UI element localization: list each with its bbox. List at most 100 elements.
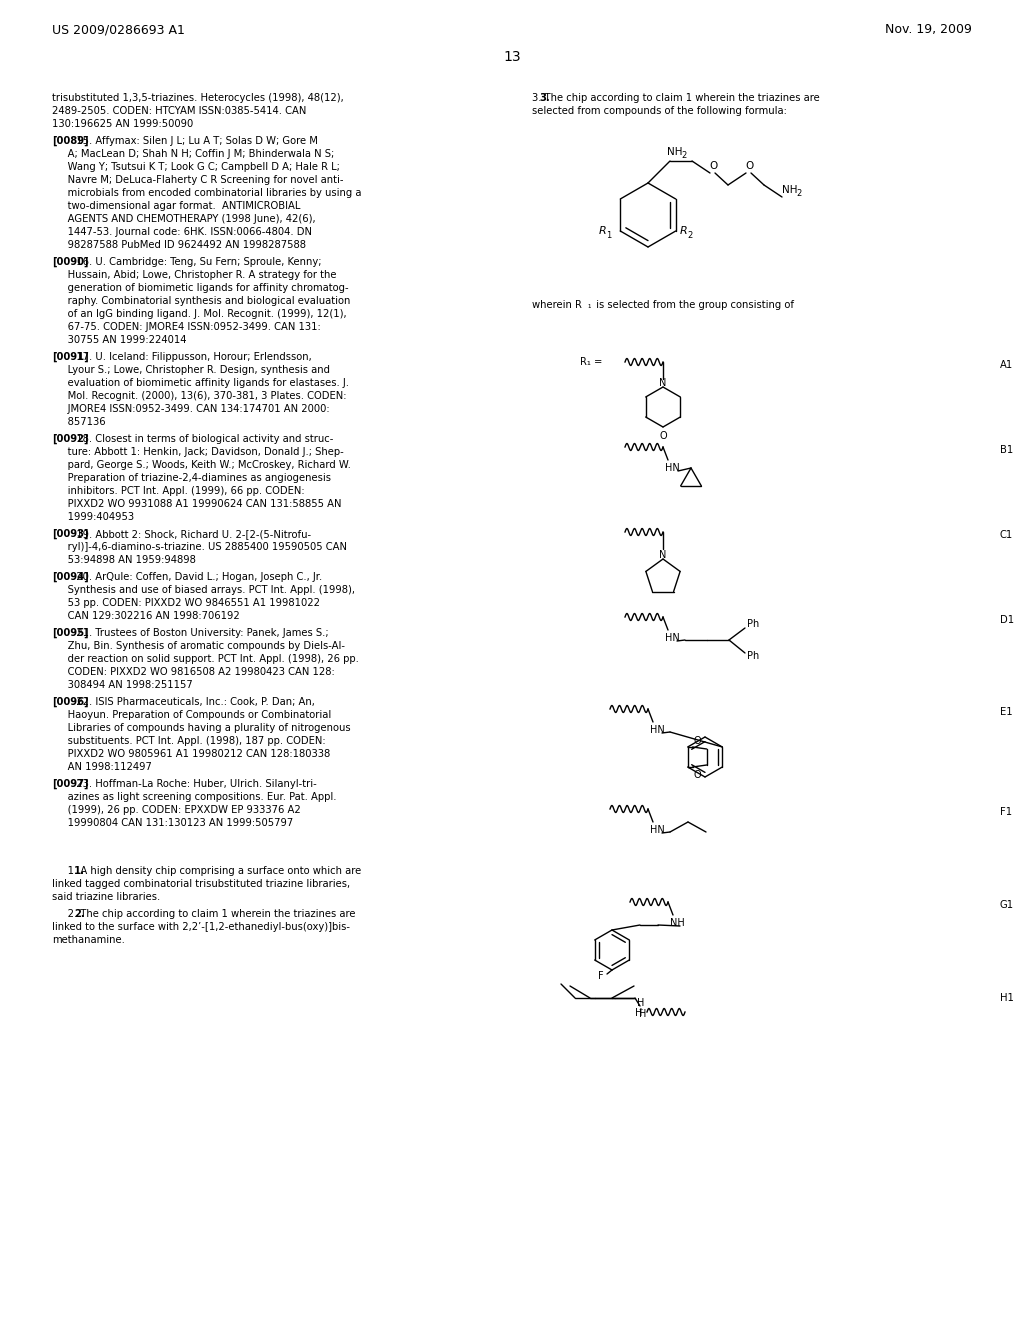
Text: O: O: [709, 161, 717, 172]
Text: linked to the surface with 2,2’-[1,2-ethanediyl-bus(oxy)]bis-: linked to the surface with 2,2’-[1,2-eth…: [52, 921, 350, 932]
Text: 16. U. Cambridge: Teng, Su Fern; Sproule, Kenny;: 16. U. Cambridge: Teng, Su Fern; Sproule…: [70, 257, 321, 267]
Text: [0089]: [0089]: [52, 136, 89, 147]
Text: is selected from the group consisting of: is selected from the group consisting of: [593, 300, 794, 310]
Text: Navre M; DeLuca-Flaherty C R Screening for novel anti-: Navre M; DeLuca-Flaherty C R Screening f…: [52, 176, 343, 185]
Text: R: R: [598, 226, 606, 236]
Text: JMORE4 ISSN:0952-3499. CAN 134:174701 AN 2000:: JMORE4 ISSN:0952-3499. CAN 134:174701 AN…: [52, 404, 330, 414]
Text: microbials from encoded combinatorial libraries by using a: microbials from encoded combinatorial li…: [52, 187, 361, 198]
Text: ₁: ₁: [587, 301, 591, 309]
Text: 2: 2: [688, 231, 693, 240]
Text: US 2009/0286693 A1: US 2009/0286693 A1: [52, 24, 185, 37]
Text: der reaction on solid support. PCT Int. Appl. (1998), 26 pp.: der reaction on solid support. PCT Int. …: [52, 653, 358, 664]
Text: 21. Trustees of Boston University: Panek, James S.;: 21. Trustees of Boston University: Panek…: [70, 628, 328, 638]
Text: 22. ISIS Pharmaceuticals, Inc.: Cook, P. Dan; An,: 22. ISIS Pharmaceuticals, Inc.: Cook, P.…: [70, 697, 314, 708]
Text: 13: 13: [503, 50, 521, 63]
Text: HN: HN: [665, 634, 680, 643]
Text: NH: NH: [782, 185, 798, 195]
Text: 15. Affymax: Silen J L; Lu A T; Solas D W; Gore M: 15. Affymax: Silen J L; Lu A T; Solas D …: [70, 136, 317, 147]
Text: 19990804 CAN 131:130123 AN 1999:505797: 19990804 CAN 131:130123 AN 1999:505797: [52, 818, 293, 828]
Text: methanamine.: methanamine.: [52, 935, 125, 945]
Text: E1: E1: [1000, 708, 1013, 717]
Text: 1: 1: [606, 231, 611, 240]
Text: CAN 129:302216 AN 1998:706192: CAN 129:302216 AN 1998:706192: [52, 611, 240, 620]
Text: Haoyun. Preparation of Compounds or Combinatorial: Haoyun. Preparation of Compounds or Comb…: [52, 710, 331, 719]
Text: Libraries of compounds having a plurality of nitrogenous: Libraries of compounds having a pluralit…: [52, 723, 350, 733]
Text: PIXXD2 WO 9805961 A1 19980212 CAN 128:180338: PIXXD2 WO 9805961 A1 19980212 CAN 128:18…: [52, 748, 331, 759]
Text: CODEN: PIXXD2 WO 9816508 A2 19980423 CAN 128:: CODEN: PIXXD2 WO 9816508 A2 19980423 CAN…: [52, 667, 335, 677]
Text: [0093]: [0093]: [52, 529, 88, 539]
Text: O: O: [660, 432, 668, 441]
Text: [0094]: [0094]: [52, 572, 89, 582]
Text: H: H: [639, 1008, 646, 1019]
Text: 3.: 3.: [539, 92, 550, 103]
Text: A1: A1: [1000, 360, 1014, 370]
Text: said triazine libraries.: said triazine libraries.: [52, 892, 160, 902]
Text: [0090]: [0090]: [52, 257, 88, 267]
Text: 1. A high density chip comprising a surface onto which are: 1. A high density chip comprising a surf…: [52, 866, 361, 876]
Text: [0092]: [0092]: [52, 434, 88, 444]
Text: F: F: [598, 972, 603, 981]
Text: Mol. Recognit. (2000), 13(6), 370-381, 3 Plates. CODEN:: Mol. Recognit. (2000), 13(6), 370-381, 3…: [52, 391, 346, 401]
Text: G1: G1: [1000, 900, 1014, 909]
Text: 17. U. Iceland: Filippusson, Horour; Erlendsson,: 17. U. Iceland: Filippusson, Horour; Erl…: [70, 352, 311, 362]
Text: evaluation of biomimetic affinity ligands for elastases. J.: evaluation of biomimetic affinity ligand…: [52, 378, 349, 388]
Text: N: N: [659, 550, 667, 560]
Text: 130:196625 AN 1999:50090: 130:196625 AN 1999:50090: [52, 119, 194, 129]
Text: D1: D1: [1000, 615, 1014, 624]
Text: selected from compounds of the following formula:: selected from compounds of the following…: [532, 106, 786, 116]
Text: ryl)]-4,6-diamino-s-triazine. US 2885400 19590505 CAN: ryl)]-4,6-diamino-s-triazine. US 2885400…: [52, 543, 347, 552]
Text: F1: F1: [1000, 807, 1012, 817]
Text: 308494 AN 1998:251157: 308494 AN 1998:251157: [52, 680, 193, 690]
Text: trisubstituted 1,3,5-triazines. Heterocycles (1998), 48(12),: trisubstituted 1,3,5-triazines. Heterocy…: [52, 92, 344, 103]
Text: [0091]: [0091]: [52, 352, 89, 362]
Text: O: O: [693, 770, 701, 780]
Text: 2. The chip according to claim 1 wherein the triazines are: 2. The chip according to claim 1 wherein…: [52, 909, 355, 919]
Text: 1447-53. Journal code: 6HK. ISSN:0066-4804. DN: 1447-53. Journal code: 6HK. ISSN:0066-48…: [52, 227, 312, 238]
Text: Zhu, Bin. Synthesis of aromatic compounds by Diels-Al-: Zhu, Bin. Synthesis of aromatic compound…: [52, 642, 345, 651]
Text: two-dimensional agar format.  ANTIMICROBIAL: two-dimensional agar format. ANTIMICROBI…: [52, 201, 300, 211]
Text: B1: B1: [1000, 445, 1014, 455]
Text: Preparation of triazine-2,4-diamines as angiogenesis: Preparation of triazine-2,4-diamines as …: [52, 473, 331, 483]
Text: 1.: 1.: [74, 866, 85, 876]
Text: wherein R: wherein R: [532, 300, 582, 310]
Text: O: O: [693, 737, 701, 746]
Text: 20. ArQule: Coffen, David L.; Hogan, Joseph C., Jr.: 20. ArQule: Coffen, David L.; Hogan, Jos…: [70, 572, 322, 582]
Text: substituents. PCT Int. Appl. (1998), 187 pp. CODEN:: substituents. PCT Int. Appl. (1998), 187…: [52, 737, 326, 746]
Text: N: N: [659, 378, 667, 388]
Text: 67-75. CODEN: JMORE4 ISSN:0952-3499. CAN 131:: 67-75. CODEN: JMORE4 ISSN:0952-3499. CAN…: [52, 322, 321, 333]
Text: HN: HN: [650, 825, 665, 836]
Text: NH: NH: [667, 147, 683, 157]
Text: Ph: Ph: [746, 619, 759, 630]
Text: Nov. 19, 2009: Nov. 19, 2009: [885, 24, 972, 37]
Text: 3. The chip according to claim 1 wherein the triazines are: 3. The chip according to claim 1 wherein…: [532, 92, 820, 103]
Text: Ph: Ph: [746, 651, 759, 661]
Text: 30755 AN 1999:224014: 30755 AN 1999:224014: [52, 335, 186, 345]
Text: 98287588 PubMed ID 9624492 AN 1998287588: 98287588 PubMed ID 9624492 AN 1998287588: [52, 240, 306, 249]
Text: Lyour S.; Lowe, Christopher R. Design, synthesis and: Lyour S.; Lowe, Christopher R. Design, s…: [52, 366, 330, 375]
Text: AGENTS AND CHEMOTHERAPY (1998 June), 42(6),: AGENTS AND CHEMOTHERAPY (1998 June), 42(…: [52, 214, 315, 224]
Text: H1: H1: [1000, 993, 1014, 1003]
Text: 18. Closest in terms of biological activity and struc-: 18. Closest in terms of biological activ…: [70, 434, 333, 444]
Text: NH: NH: [670, 917, 685, 928]
Text: 53:94898 AN 1959:94898: 53:94898 AN 1959:94898: [52, 554, 196, 565]
Text: [0095]: [0095]: [52, 628, 89, 638]
Text: 23. Hoffman-La Roche: Huber, Ulrich. Silanyl-tri-: 23. Hoffman-La Roche: Huber, Ulrich. Sil…: [70, 779, 316, 789]
Text: 857136: 857136: [52, 417, 105, 426]
Text: [0097]: [0097]: [52, 779, 88, 789]
Text: Hussain, Abid; Lowe, Christopher R. A strategy for the: Hussain, Abid; Lowe, Christopher R. A st…: [52, 271, 337, 280]
Text: azines as light screening compositions. Eur. Pat. Appl.: azines as light screening compositions. …: [52, 792, 337, 803]
Text: (1999), 26 pp. CODEN: EPXXDW EP 933376 A2: (1999), 26 pp. CODEN: EPXXDW EP 933376 A…: [52, 805, 301, 814]
Text: PIXXD2 WO 9931088 A1 19990624 CAN 131:58855 AN: PIXXD2 WO 9931088 A1 19990624 CAN 131:58…: [52, 499, 341, 510]
Text: H: H: [637, 998, 644, 1008]
Text: O: O: [745, 161, 754, 172]
Text: AN 1998:112497: AN 1998:112497: [52, 762, 152, 772]
Text: R: R: [680, 226, 687, 236]
Text: 19. Abbott 2: Shock, Richard U. 2-[2-(5-Nitrofu-: 19. Abbott 2: Shock, Richard U. 2-[2-(5-…: [70, 529, 310, 539]
Text: Wang Y; Tsutsui K T; Look G C; Campbell D A; Hale R L;: Wang Y; Tsutsui K T; Look G C; Campbell …: [52, 162, 340, 172]
Text: generation of biomimetic ligands for affinity chromatog-: generation of biomimetic ligands for aff…: [52, 282, 348, 293]
Text: A; MacLean D; Shah N H; Coffin J M; Bhinderwala N S;: A; MacLean D; Shah N H; Coffin J M; Bhin…: [52, 149, 334, 158]
Text: HN: HN: [665, 463, 680, 473]
Text: raphy. Combinatorial synthesis and biological evaluation: raphy. Combinatorial synthesis and biolo…: [52, 296, 350, 306]
Text: 2489-2505. CODEN: HTCYAM ISSN:0385-5414. CAN: 2489-2505. CODEN: HTCYAM ISSN:0385-5414.…: [52, 106, 306, 116]
Text: of an IgG binding ligand. J. Mol. Recognit. (1999), 12(1),: of an IgG binding ligand. J. Mol. Recogn…: [52, 309, 347, 319]
